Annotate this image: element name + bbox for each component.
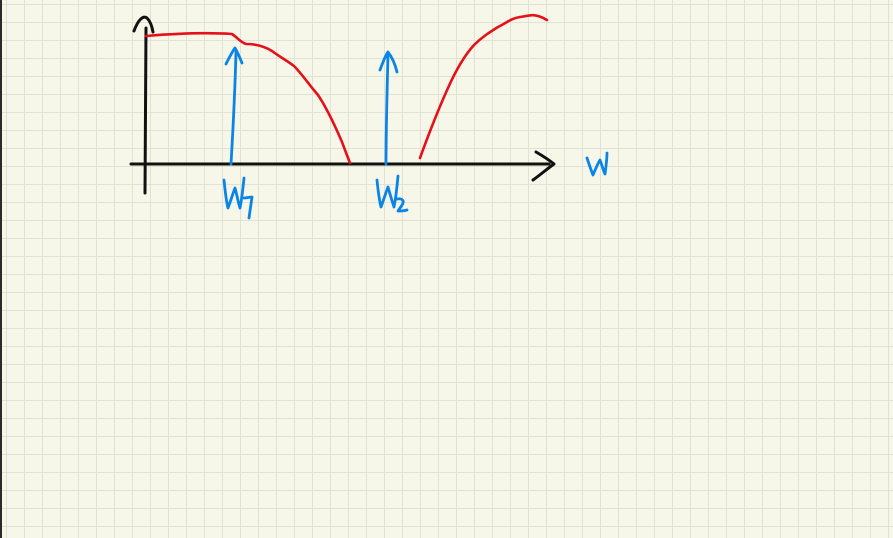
axes	[129, 15, 556, 195]
impulse-2	[378, 50, 399, 166]
impulse-1-stem	[229, 50, 238, 166]
response-curve	[144, 13, 549, 165]
axis-variable-label-strokes	[585, 151, 609, 177]
impulse-1-arrowhead	[224, 46, 244, 66]
curve-left-lobe	[144, 31, 352, 165]
impulse-2-label-strokes	[375, 174, 409, 213]
impulse-1	[224, 46, 244, 166]
impulse-1-label-strokes	[222, 176, 254, 220]
y-axis-arrowhead	[132, 15, 155, 34]
impulse-2-arrowhead	[378, 50, 399, 74]
y-axis	[143, 26, 148, 195]
page-edge	[0, 0, 2, 538]
impulse-2-stem	[384, 52, 390, 166]
curve-right-lobe	[418, 13, 549, 160]
x-axis-arrowhead	[531, 150, 556, 182]
